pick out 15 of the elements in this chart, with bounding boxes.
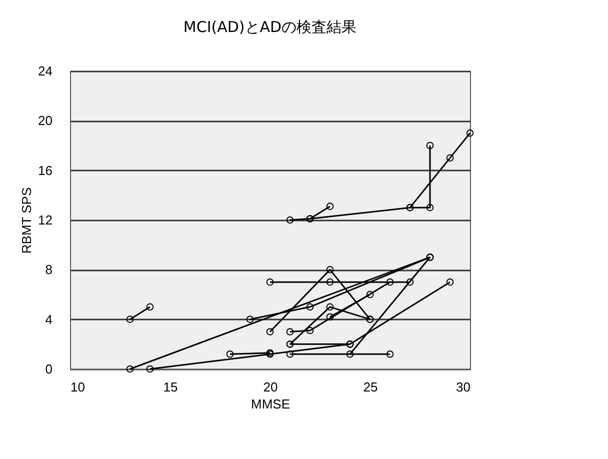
y-tick-label: 12 [38,212,52,228]
y-tick-label: 20 [38,113,52,128]
y-tick-label: 24 [38,64,52,78]
x-tick-label: 15 [163,380,178,394]
y-tick-label: 0 [45,362,52,376]
x-tick-label: 20 [263,380,278,394]
chart-title: MCI(AD)とADの検査結果 [183,18,357,36]
x-tick-label: 25 [363,380,378,394]
y-tick-label: 4 [45,312,52,327]
y-tick-label: 8 [45,262,52,278]
y-tick-label: 16 [38,162,52,178]
y-axis-title: RBMT SPS [19,187,34,254]
x-tick-label: 30 [456,380,470,394]
x-tick-label: 10 [70,380,85,394]
x-axis-title: MMSE [251,396,290,412]
